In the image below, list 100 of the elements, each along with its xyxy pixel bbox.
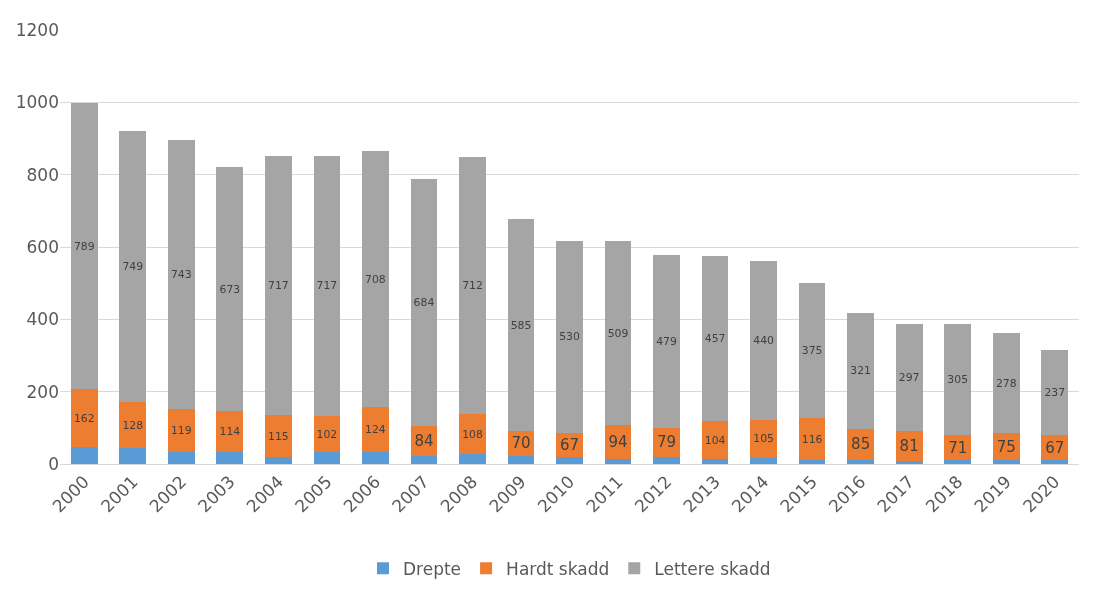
bar: [265, 155, 292, 416]
bar: [895, 460, 923, 464]
data-label: 75: [996, 437, 1016, 456]
bar: [604, 240, 632, 425]
bar: [944, 460, 972, 464]
bar: [750, 419, 777, 458]
data-label: 114: [219, 425, 241, 439]
y-tick-label: 200: [26, 381, 59, 402]
data-label: 479: [656, 335, 677, 349]
bar: [750, 457, 777, 464]
bar: [119, 131, 147, 403]
data-label: 743: [170, 268, 192, 282]
data-label: 305: [947, 373, 969, 387]
bar: [313, 156, 341, 416]
bar: [556, 240, 583, 433]
bar: [167, 409, 195, 453]
data-label: 749: [122, 260, 144, 274]
data-label: 375: [801, 344, 823, 358]
bar: [701, 458, 729, 464]
data-label: 67: [1045, 438, 1065, 457]
data-label: 115: [268, 429, 289, 443]
data-label: 67: [559, 435, 580, 454]
bar: [459, 156, 486, 415]
data-label: 717: [268, 279, 289, 293]
bar: [216, 452, 244, 464]
bar: [167, 140, 195, 410]
data-label: 71: [948, 438, 968, 457]
bar: [70, 388, 98, 448]
data-label: 84: [414, 432, 434, 451]
data-label: 789: [73, 239, 95, 253]
bar: [556, 456, 583, 464]
bar: [265, 456, 292, 464]
bar: [653, 456, 680, 464]
bar: [313, 452, 341, 464]
data-label: 124: [365, 423, 386, 437]
bar: [70, 447, 98, 464]
bar: [1041, 349, 1069, 436]
bar: [216, 410, 244, 453]
bar: [653, 254, 680, 429]
bar: [459, 453, 486, 464]
y-tick-label: 600: [26, 236, 59, 257]
data-label: 673: [219, 282, 241, 296]
bar: [895, 324, 923, 432]
data-label: 708: [365, 272, 386, 286]
data-label: 108: [462, 427, 483, 441]
data-label: 105: [753, 432, 774, 446]
data-label: 162: [73, 411, 95, 425]
bar: [1041, 459, 1069, 464]
bar: [507, 219, 535, 431]
bar: [119, 448, 147, 464]
data-label: 116: [801, 433, 823, 447]
bar: [459, 414, 486, 454]
data-label: 94: [608, 432, 628, 451]
data-label: 81: [899, 437, 919, 456]
bar: [216, 167, 244, 411]
bar: [992, 460, 1020, 464]
bar: [362, 452, 389, 464]
legend-label: Drepte: [403, 558, 462, 579]
y-tick-label: 1000: [15, 92, 59, 113]
bar: [750, 260, 777, 420]
bar: [410, 456, 438, 464]
bar: [847, 459, 874, 464]
bar: [798, 460, 826, 464]
bar: [167, 452, 195, 464]
data-label: 509: [607, 326, 629, 340]
bar: [798, 418, 826, 461]
bar: [798, 282, 826, 419]
data-label: 128: [122, 418, 144, 432]
data-label: 440: [753, 333, 775, 347]
bar: [847, 312, 874, 429]
data-label: 104: [704, 433, 726, 447]
bar: [507, 456, 535, 464]
data-label: 85: [851, 435, 871, 454]
bar: [362, 151, 389, 408]
data-label: 119: [170, 424, 192, 438]
y-tick-label: 0: [48, 453, 59, 474]
data-label: 278: [995, 376, 1017, 390]
bar: [701, 256, 729, 422]
bar: [410, 178, 438, 427]
data-label: 102: [316, 427, 338, 441]
data-label: 530: [559, 330, 580, 344]
data-label: 712: [462, 279, 483, 293]
bar: [992, 332, 1020, 434]
bar: [362, 407, 389, 453]
data-label: 321: [850, 364, 871, 378]
bar: [944, 324, 972, 435]
bar: [119, 402, 147, 449]
y-tick-label: 400: [26, 309, 59, 330]
data-label: 717: [316, 279, 338, 293]
legend-label: Hardt skadd: [506, 558, 610, 579]
data-label: 684: [413, 295, 435, 309]
data-label: 70: [511, 434, 531, 453]
y-tick-label: 1200: [15, 19, 59, 40]
legend-label: Lettere skadd: [654, 558, 771, 579]
y-tick-label: 800: [26, 164, 59, 185]
data-label: 297: [898, 371, 920, 385]
data-label: 79: [657, 433, 677, 452]
bar: [604, 458, 632, 464]
data-label: 237: [1044, 386, 1066, 400]
data-label: 457: [704, 332, 726, 346]
